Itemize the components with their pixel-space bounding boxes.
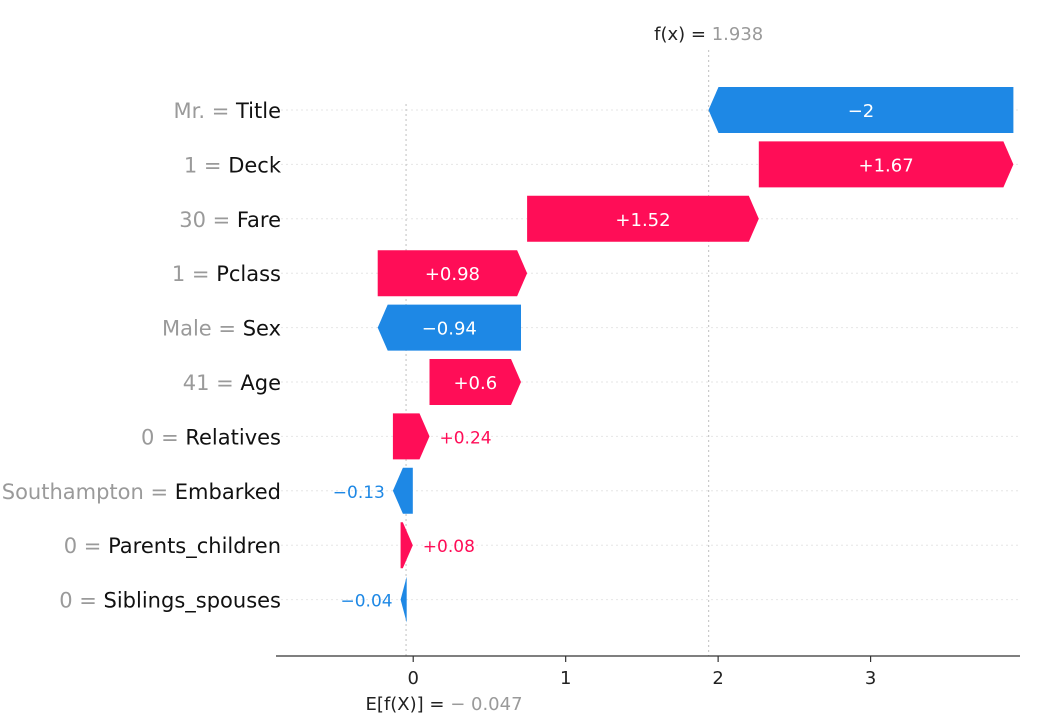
bar-parents-children <box>400 522 413 569</box>
feature-value: 41 = <box>183 371 241 395</box>
x-tick-label: 0 <box>407 668 418 689</box>
feature-value: 30 = <box>179 208 237 232</box>
bar-age <box>429 359 521 405</box>
feature-name: Fare <box>237 208 281 232</box>
x-tick-label: 2 <box>712 668 723 689</box>
bar-pclass <box>377 250 528 297</box>
feature-name: Pclass <box>216 262 281 286</box>
bar-label-relatives: +0.24 <box>440 428 492 448</box>
feature-value: 0 = <box>59 589 103 613</box>
annotations: f(x) = 1.938 E[f(X)] = − 0.047 <box>366 24 764 715</box>
feature-name: Deck <box>228 153 282 177</box>
x-tick-label: 1 <box>560 668 571 689</box>
output-value-number: 1.938 <box>712 24 764 45</box>
feature-name: Relatives <box>185 425 281 449</box>
bar-label-age: +0.6 <box>453 373 497 394</box>
bar-deck <box>758 141 1014 188</box>
feature-label-parents-children: 0 = Parents_children <box>64 534 281 559</box>
output-value-label: f(x) = <box>654 24 712 45</box>
feature-name: Embarked <box>175 480 281 504</box>
feature-value: 1 = <box>172 262 216 286</box>
bar-siblings-spouses <box>400 576 407 623</box>
feature-value: Male = <box>162 317 243 341</box>
feature-label-age: 41 = Age <box>183 371 281 395</box>
feature-value: 1 = <box>184 153 228 177</box>
feature-value: 0 = <box>141 425 185 449</box>
bar-label-pclass: +0.98 <box>425 264 480 285</box>
bar-sex <box>377 304 521 351</box>
bar-title <box>708 87 1014 133</box>
x-tick-label: 3 <box>865 668 876 689</box>
bar-embarked <box>392 467 413 514</box>
bars: −2 +1.67 +1.52 +0.98 −0.94 +0.6 +0.24 −0.13 +0.0… <box>333 87 1014 623</box>
base-value-label: E[f(X)] = <box>366 694 451 715</box>
bar-fare <box>527 195 759 242</box>
feature-value: 0 = <box>64 534 108 558</box>
base-value-annotation: E[f(X)] = − 0.047 <box>366 694 523 715</box>
feature-name: Parents_children <box>108 534 281 559</box>
bar-label-parents-children: +0.08 <box>423 537 475 557</box>
bar-label-siblings-spouses: −0.04 <box>340 592 392 612</box>
bar-label-deck: +1.67 <box>859 155 914 176</box>
feature-label-pclass: 1 = Pclass <box>172 262 281 286</box>
feature-labels: Mr. = Title 1 = Deck 30 = Fare 1 = Pclass Ma… <box>2 99 282 614</box>
feature-name: Sex <box>243 317 281 341</box>
feature-label-relatives: 0 = Relatives <box>141 425 281 449</box>
feature-label-fare: 30 = Fare <box>179 208 281 232</box>
feature-label-sex: Male = Sex <box>162 317 281 341</box>
feature-name: Siblings_spouses <box>104 589 281 614</box>
x-axis: 0 1 2 3 <box>276 655 1020 689</box>
bar-relatives <box>392 413 430 460</box>
bar-label-sex: −0.94 <box>422 319 477 340</box>
feature-label-title: Mr. = Title <box>174 99 281 123</box>
feature-label-embarked: Southampton = Embarked <box>2 480 281 504</box>
output-value-annotation: f(x) = 1.938 <box>654 24 763 45</box>
bar-label-embarked: −0.13 <box>333 483 385 503</box>
reference-lines <box>405 50 710 656</box>
feature-name: Title <box>235 99 281 123</box>
feature-label-siblings-spouses: 0 = Siblings_spouses <box>59 589 281 614</box>
feature-value: Southampton = <box>2 480 175 504</box>
bar-label-fare: +1.52 <box>615 210 670 231</box>
feature-value: Mr. = <box>174 99 236 123</box>
feature-label-deck: 1 = Deck <box>184 153 282 177</box>
base-value-number: − 0.047 <box>450 694 522 715</box>
bar-label-title: −2 <box>848 101 875 122</box>
feature-name: Age <box>240 371 281 395</box>
